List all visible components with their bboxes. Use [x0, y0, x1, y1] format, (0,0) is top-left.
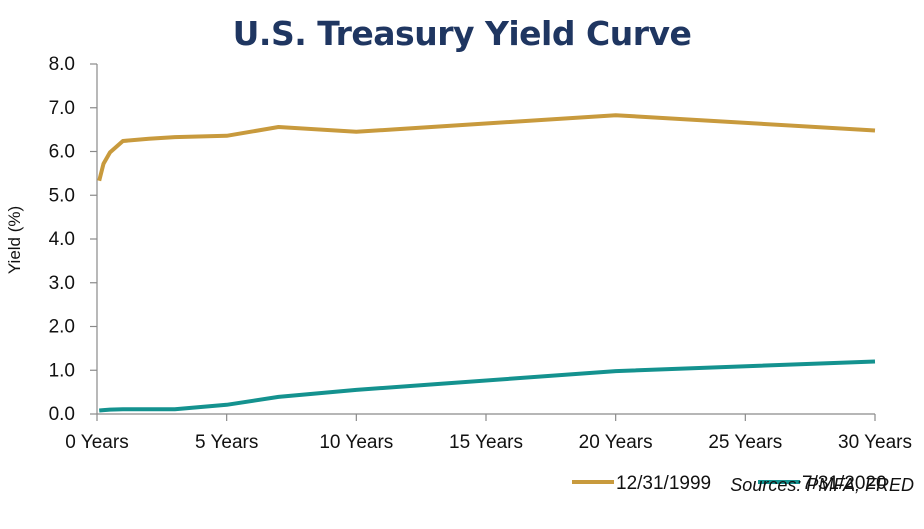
- series-layer: [97, 113, 876, 413]
- y-tick-label: 8.0: [49, 54, 75, 75]
- legend: 12/31/1999 7/31/2020: [572, 473, 887, 494]
- x-tick-label: 0 Years: [65, 432, 128, 453]
- legend-label: 7/31/2020: [802, 473, 887, 494]
- y-tick-label: 6.0: [49, 142, 75, 163]
- x-tick-label: 5 Years: [195, 432, 258, 453]
- x-tick-label: 25 Years: [708, 432, 782, 453]
- y-axis-label: Yield (%): [5, 206, 24, 274]
- chart-title: U.S. Treasury Yield Curve: [232, 14, 692, 53]
- y-tick-label: 1.0: [49, 360, 75, 381]
- y-tick-label: 5.0: [49, 185, 75, 206]
- x-tick-label: 10 Years: [319, 432, 393, 453]
- y-tick-label: 2.0: [49, 317, 75, 338]
- y-tick-label: 0.0: [49, 404, 75, 425]
- source-note: Sources: PMFA, FRED: [730, 475, 914, 495]
- series-line-2020: [99, 359, 876, 413]
- axes: 0.0 1.0 2.0 3.0 4.0 5.0 6.0 7.0 8.0 0 Years 5 Year…: [49, 54, 912, 453]
- legend-label: 12/31/1999: [616, 473, 711, 494]
- y-tick-label: 3.0: [49, 273, 75, 294]
- x-tick-label: 15 Years: [449, 432, 523, 453]
- y-tick-label: 7.0: [49, 98, 75, 119]
- x-tick-label: 30 Years: [838, 432, 912, 453]
- x-tick-label: 20 Years: [579, 432, 653, 453]
- y-tick-label: 4.0: [49, 229, 75, 250]
- series-line-1999: [97, 113, 876, 182]
